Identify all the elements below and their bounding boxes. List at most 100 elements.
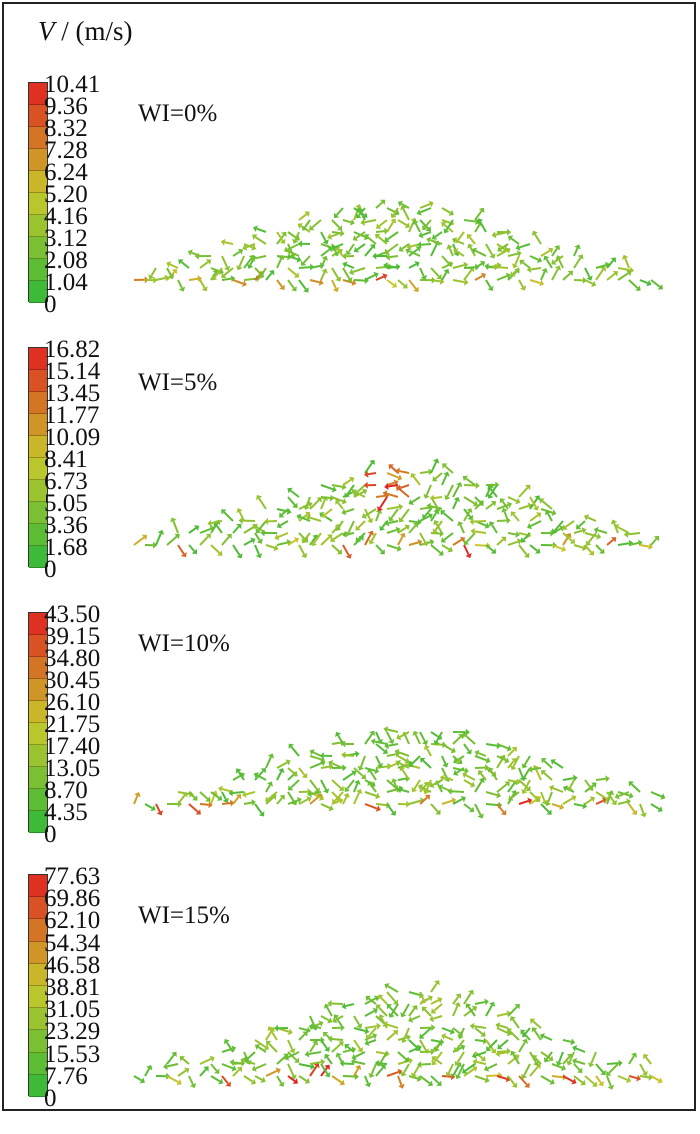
velocity-arrow [552,803,564,810]
velocity-arrow [398,533,406,545]
velocity-arrow [440,510,453,521]
velocity-arrow [389,509,399,521]
velocity-arrow [189,545,197,554]
velocity-arrow [412,731,420,744]
velocity-arrow [464,533,475,545]
velocity-arrow [552,245,560,256]
velocity-arrow [387,732,394,744]
velocity-arrow [332,1041,344,1052]
velocity-arrow [629,280,641,291]
velocity-arrow [475,208,484,220]
velocity-arrow [277,795,285,804]
velocity-arrow [236,256,244,270]
velocity-arrow [489,521,497,533]
velocity-arrow [343,793,350,804]
velocity-arrow [563,775,578,782]
velocity-arrow [222,256,230,271]
velocity-arrow [574,244,581,256]
velocity-arrow [431,804,441,815]
velocity-arrow [453,994,461,1005]
velocity-arrow [200,1066,209,1076]
velocity-arrow [572,1058,585,1065]
velocity-arrow [252,1064,266,1072]
velocity-arrow [377,497,387,511]
velocity-arrow [288,1040,296,1053]
velocity-arrow [222,534,232,545]
velocity-arrow [384,232,398,242]
velocity-arrow [343,770,356,780]
velocity-arrow [321,1040,330,1052]
velocity-arrow [430,495,442,502]
velocity-arrow [563,271,573,280]
velocity-arrow [607,1076,614,1090]
velocity-arrow [233,280,247,287]
velocity-arrow [448,788,465,795]
velocity-arrow [409,280,419,292]
velocity-arrow [447,245,454,257]
velocity-arrow [200,1056,215,1064]
velocity-arrow [255,533,263,544]
velocity-arrow [354,1016,362,1028]
velocity-arrow [413,220,421,232]
velocity-arrow [299,211,310,220]
velocity-arrow [420,992,427,1003]
velocity-arrow [463,476,475,485]
colorbar-tick-label: 0 [44,557,57,582]
velocity-arrow [321,269,328,281]
velocity-arrow [607,271,618,280]
velocity-arrow [239,517,255,524]
velocity-arrow [189,804,201,815]
velocity-arrow [365,244,375,256]
velocity-arrow [530,1064,541,1076]
velocity-arrow [156,275,169,282]
velocity-arrow [431,545,444,556]
velocity-arrow [301,256,310,266]
velocity-arrow [540,1033,552,1040]
velocity-arrow [378,995,387,1004]
velocity-arrow [530,1052,539,1066]
velocity-arrow [556,1052,563,1066]
velocity-arrow [368,781,377,792]
velocity-arrow [486,280,494,291]
velocity-arrow [541,248,553,256]
velocity-arrow [607,257,616,268]
velocity-arrow [310,749,321,756]
velocity-arrow [442,208,454,216]
colorbar-tick-label: 0 [44,1086,57,1111]
velocity-arrow [244,1076,256,1085]
velocity-arrow [508,538,522,545]
velocity-arrow [409,261,420,268]
velocity-arrow [233,545,243,558]
velocity-arrow [563,795,576,804]
velocity-arrow [552,266,561,280]
velocity-arrow [585,1076,597,1087]
velocity-arrow [508,1004,520,1016]
velocity-arrow [310,1040,318,1052]
velocity-arrow [255,1076,266,1083]
velocity-arrow [584,514,596,521]
velocity-arrow [145,542,157,549]
velocity-arrow [332,220,342,231]
velocity-arrow [563,1038,575,1045]
velocity-arrow [486,244,495,259]
velocity-arrow [543,256,552,268]
velocity-arrow [576,521,585,529]
velocity-arrow [342,1003,354,1010]
velocity-arrow [640,804,647,817]
velocity-arrow [401,1064,409,1077]
velocity-arrow [345,780,355,792]
velocity-arrow [530,280,544,287]
velocity-arrow [420,732,428,745]
velocity-arrow [431,458,439,473]
velocity-arrow [408,1016,420,1023]
velocity-arrow [332,268,341,282]
velocity-arrow [134,1076,145,1084]
velocity-arrow [264,518,277,525]
velocity-arrow [574,254,584,268]
velocity-arrow [453,482,462,497]
velocity-arrow [288,256,301,263]
velocity-arrow [442,463,453,473]
velocity-arrow [420,758,431,768]
velocity-arrow [332,545,342,554]
